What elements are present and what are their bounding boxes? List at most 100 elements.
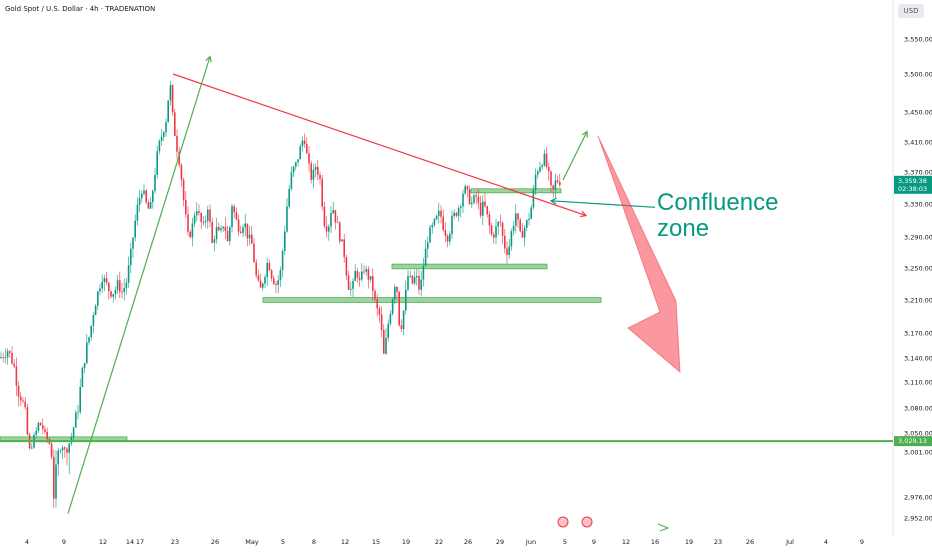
candle [398, 291, 400, 326]
candle [477, 196, 480, 203]
candle [418, 275, 420, 290]
candle [508, 246, 510, 255]
price-badge-label: 3,359.38 [898, 177, 927, 185]
candle [442, 216, 444, 231]
candle [50, 443, 53, 457]
x-tick-label: 8 [312, 538, 316, 546]
candle [405, 289, 407, 311]
candle [515, 213, 517, 226]
y-tick-label: 3,050.00 [904, 430, 932, 438]
candle [156, 151, 158, 175]
candle [471, 202, 473, 205]
candle [288, 188, 290, 207]
candle [86, 342, 88, 364]
candle [213, 239, 216, 243]
candle [226, 230, 229, 242]
candle [187, 214, 189, 232]
candle [174, 112, 176, 136]
candle [343, 239, 345, 258]
candle [193, 215, 196, 224]
candle [77, 412, 79, 413]
candle [482, 201, 484, 216]
confluence-zone-label: Confluence zone [657, 190, 778, 242]
candle [354, 270, 356, 281]
candle [517, 213, 519, 220]
candle [543, 153, 546, 166]
candle [292, 166, 295, 173]
candle [537, 171, 539, 175]
x-tick-label: 9 [592, 538, 596, 546]
candle [244, 223, 246, 228]
candle [35, 430, 37, 435]
price-badge-label: 3,029.13 [898, 437, 927, 445]
candle [444, 230, 447, 236]
candle [55, 464, 57, 499]
candle [178, 151, 180, 165]
candle [532, 189, 535, 208]
candle [317, 166, 319, 175]
candle [308, 153, 310, 164]
candle [39, 422, 42, 426]
candle [160, 136, 163, 141]
y-tick-label: 3,250.00 [904, 265, 932, 273]
candle [499, 222, 502, 223]
candle [497, 222, 499, 227]
x-tick-label: 14 [126, 538, 134, 546]
candle [15, 366, 18, 386]
candle [413, 277, 416, 284]
candle [110, 291, 112, 297]
candle [46, 431, 48, 440]
candle [92, 315, 95, 326]
price-badge-timer: 02:38:03 [898, 185, 927, 193]
candle [59, 450, 62, 452]
candle [270, 270, 273, 279]
candle [345, 257, 348, 276]
y-tick-label: 3,290.00 [904, 234, 932, 242]
candle [88, 337, 90, 343]
candle [534, 174, 537, 190]
candle [207, 209, 209, 221]
candle [143, 190, 145, 194]
candle [387, 323, 389, 338]
x-tick-label: 19 [685, 538, 693, 546]
candle [2, 357, 4, 358]
candle [431, 225, 433, 228]
candle [141, 193, 143, 199]
x-tick-label: 26 [464, 538, 472, 546]
currency-button[interactable]: USD [898, 4, 924, 18]
candle [72, 427, 75, 437]
candle [6, 351, 9, 358]
x-tick-label: 4 [824, 538, 828, 546]
candle [328, 226, 330, 232]
candle [182, 179, 185, 201]
candle [251, 234, 253, 244]
candle [321, 178, 323, 207]
candle [372, 276, 374, 291]
candle [266, 262, 268, 277]
y-tick-label: 2,976.00 [904, 494, 932, 502]
x-tick-label: 17 [136, 538, 144, 546]
candle [209, 209, 211, 222]
candle [103, 278, 106, 282]
candle [530, 207, 532, 219]
y-tick-label: 3,001.00 [904, 449, 932, 457]
candle [376, 299, 378, 309]
candle [64, 447, 66, 449]
scroll-right-icon [657, 523, 670, 532]
candle [341, 239, 343, 242]
candle [409, 275, 411, 277]
candle [136, 204, 139, 221]
candle [323, 206, 326, 227]
candle [347, 275, 350, 290]
y-tick-label: 3,140.00 [904, 355, 932, 363]
candle [229, 227, 231, 242]
candle [83, 363, 86, 368]
candle [468, 189, 471, 205]
candle [222, 226, 224, 229]
x-tick-label: 26 [211, 538, 219, 546]
candle [451, 215, 453, 234]
trendline [550, 200, 656, 208]
